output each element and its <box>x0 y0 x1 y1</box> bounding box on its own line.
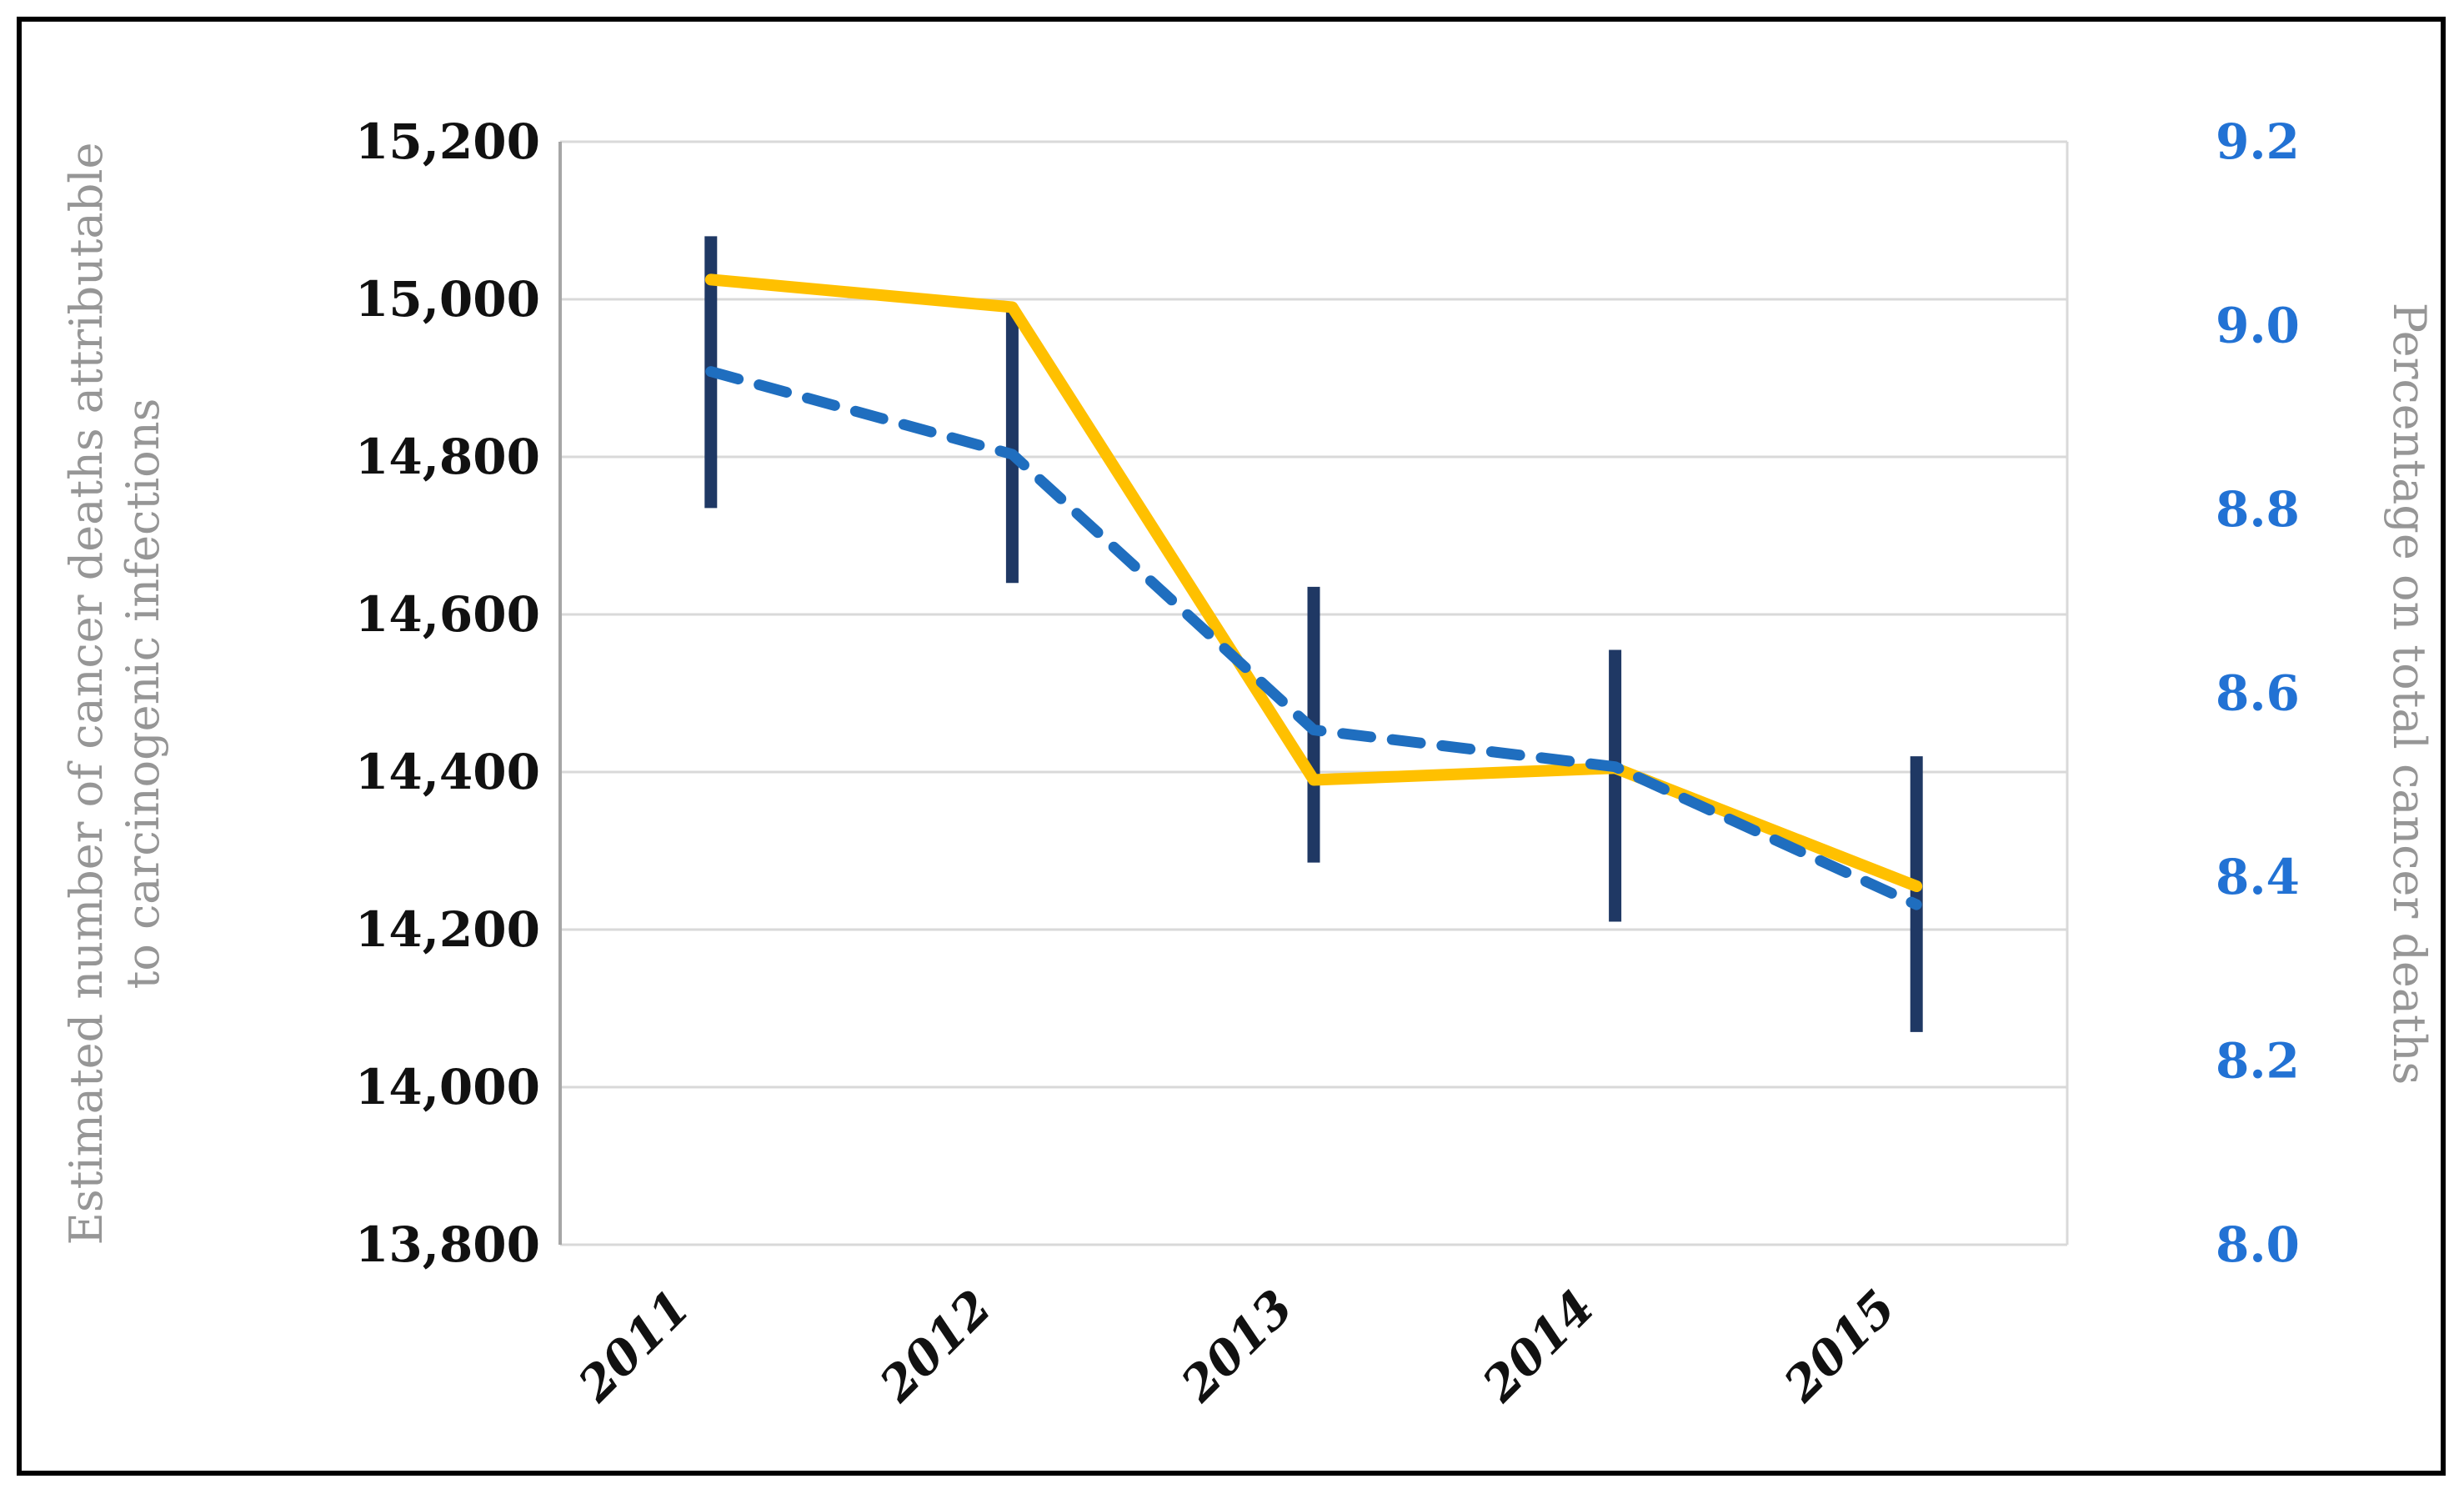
right-axis-title: Percentage on total cancer deaths <box>2383 303 2436 1085</box>
axis-titles: Estimated number of cancer deaths attrib… <box>60 143 2436 1246</box>
left-axis-tick-label: 15,000 <box>355 271 540 328</box>
left-axis-tick-label: 14,000 <box>355 1059 540 1115</box>
left-axis-title-line2: to carcinogenic infections <box>117 399 169 990</box>
left-axis-tick-label: 13,800 <box>355 1216 540 1273</box>
x-axis-year-label: 2013 <box>1170 1280 1304 1413</box>
left-axis-tick-label: 14,200 <box>355 901 540 958</box>
figure-border <box>17 17 2446 1476</box>
right-axis-tick-label: 8.0 <box>2216 1216 2300 1273</box>
right-axis-tick-label: 9.2 <box>2216 113 2300 170</box>
left-axis-title-line1: Estimated number of cancer deaths attrib… <box>60 143 113 1246</box>
x-axis-year-label: 2011 <box>567 1280 700 1413</box>
x-axis-ticks: 2011 2012 2013 2014 2015 <box>567 1280 1906 1413</box>
right-axis-tick-label: 8.4 <box>2216 849 2300 905</box>
right-axis-tick-label: 8.2 <box>2216 1033 2300 1090</box>
left-axis-ticks: 15,200 15,000 14,800 14,600 14,400 14,200 14,0… <box>355 113 540 1273</box>
right-axis-ticks: 9.2 9.0 8.8 8.6 8.4 8.2 8.0 <box>2216 113 2300 1273</box>
deaths-line <box>704 273 1923 893</box>
left-axis-tick-label: 14,400 <box>355 744 540 800</box>
left-axis-tick-label: 15,200 <box>355 113 540 170</box>
percentage-line <box>705 366 1922 910</box>
left-axis-tick-label: 14,600 <box>355 586 540 643</box>
x-axis-year-label: 2012 <box>869 1280 1002 1413</box>
right-axis-tick-label: 9.0 <box>2216 298 2300 354</box>
x-axis-year-label: 2015 <box>1773 1280 1906 1413</box>
left-axis-tick-label: 14,800 <box>355 429 540 485</box>
right-axis-tick-label: 8.6 <box>2216 665 2300 722</box>
data-lines <box>704 273 1923 910</box>
error-bars <box>704 236 1923 1032</box>
right-axis-tick-label: 8.8 <box>2216 481 2300 538</box>
gridlines <box>560 140 2069 1246</box>
x-axis-year-label: 2014 <box>1471 1280 1605 1413</box>
